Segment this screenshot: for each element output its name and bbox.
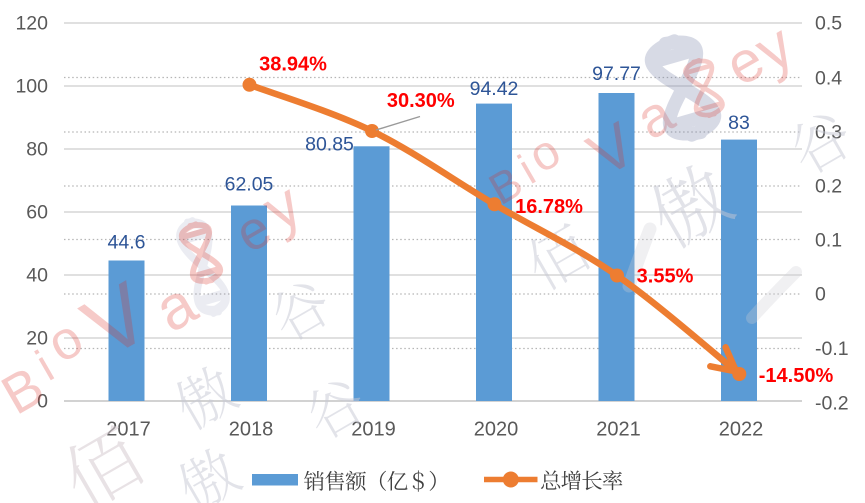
- svg-text:0.5: 0.5: [815, 13, 842, 35]
- svg-text:2019: 2019: [351, 419, 396, 441]
- svg-text:80.85: 80.85: [305, 134, 354, 156]
- svg-text:2018: 2018: [229, 419, 274, 441]
- svg-text:2022: 2022: [719, 419, 764, 441]
- svg-text:0.2: 0.2: [815, 176, 842, 198]
- svg-text:60: 60: [26, 202, 48, 224]
- svg-text:0: 0: [815, 284, 826, 306]
- svg-text:0.1: 0.1: [815, 230, 842, 252]
- svg-text:20: 20: [26, 328, 48, 350]
- svg-text:-0.1: -0.1: [815, 338, 849, 360]
- svg-text:0: 0: [37, 391, 48, 413]
- svg-text:2021: 2021: [596, 419, 641, 441]
- svg-text:16.78%: 16.78%: [515, 196, 583, 218]
- svg-text:44.6: 44.6: [108, 232, 146, 254]
- svg-text:30.30%: 30.30%: [387, 90, 455, 112]
- svg-text:120: 120: [15, 13, 48, 35]
- svg-text:100: 100: [15, 76, 48, 98]
- svg-text:97.77: 97.77: [592, 63, 641, 85]
- svg-text:62.05: 62.05: [225, 174, 274, 196]
- svg-text:-0.2: -0.2: [815, 393, 849, 415]
- svg-text:40: 40: [26, 265, 48, 287]
- svg-text:0.4: 0.4: [815, 68, 842, 90]
- svg-text:80: 80: [26, 139, 48, 161]
- svg-text:-14.50%: -14.50%: [759, 365, 834, 387]
- svg-text:2020: 2020: [474, 419, 519, 441]
- svg-text:83: 83: [728, 112, 750, 134]
- svg-text:2017: 2017: [106, 419, 151, 441]
- svg-text:38.94%: 38.94%: [259, 53, 327, 75]
- svg-text:3.55%: 3.55%: [637, 265, 694, 287]
- svg-text:94.42: 94.42: [470, 78, 519, 100]
